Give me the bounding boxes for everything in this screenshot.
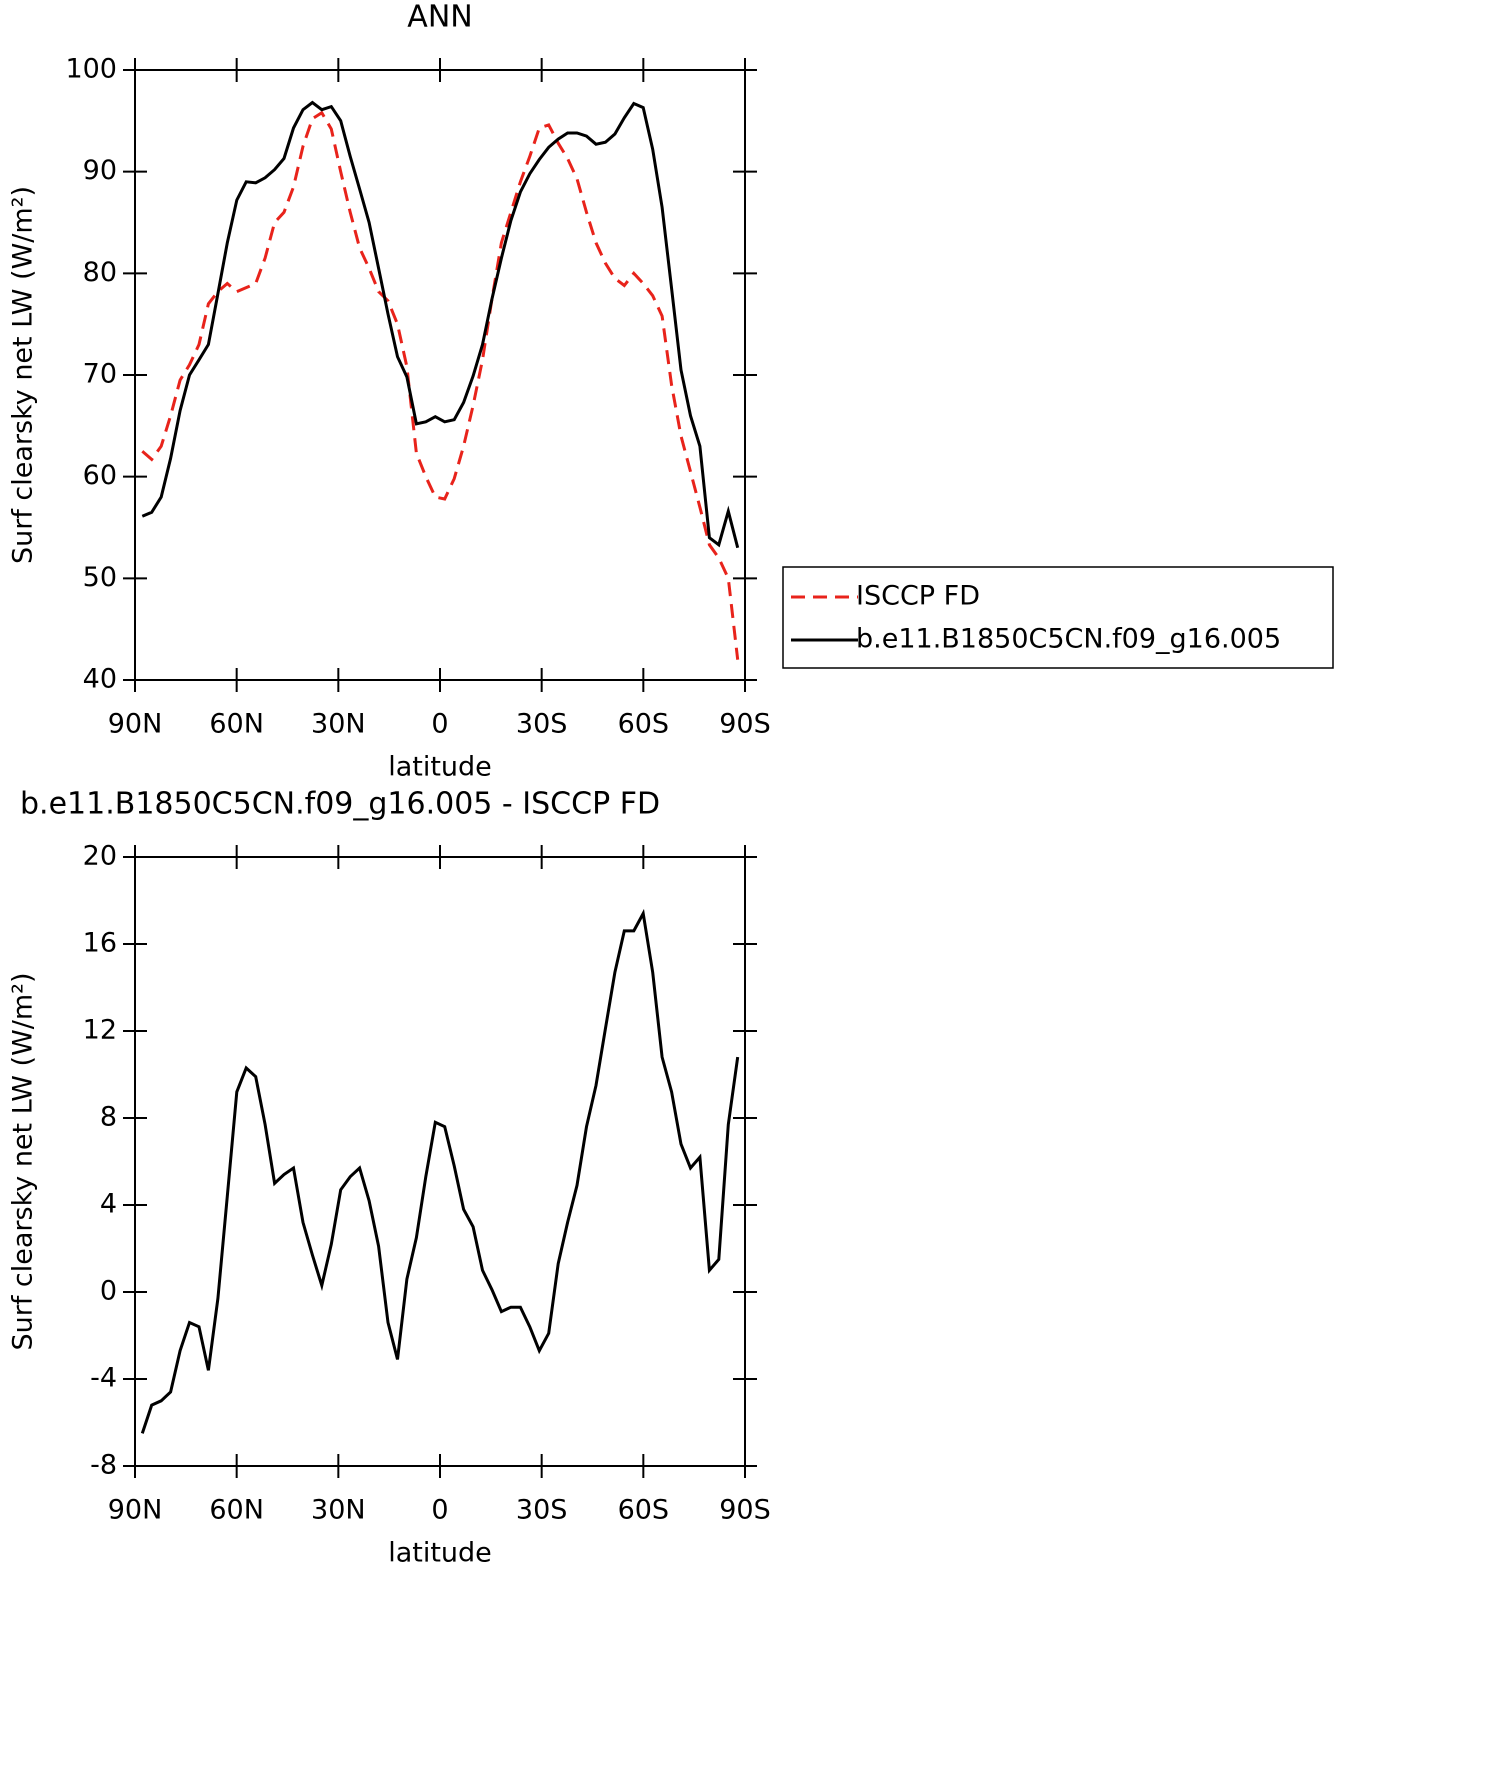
legend-label: b.e11.B1850C5CN.f09_g16.005: [856, 624, 1281, 655]
y-tick-label: 8: [100, 1102, 117, 1133]
x-tick-label: 60N: [209, 709, 264, 740]
x-tick-label: 90N: [108, 709, 163, 740]
y-tick-label: 80: [83, 257, 117, 288]
x-tick-label: 0: [431, 1495, 448, 1526]
data-line: [141, 100, 740, 549]
x-tick-label: 30N: [311, 1495, 366, 1526]
y-tick-label: 100: [65, 54, 117, 85]
y-tick-label: 70: [83, 359, 117, 390]
x-tick-label: 60S: [618, 1495, 670, 1526]
x-tick-label: 90S: [719, 709, 771, 740]
x-tick-label: 90N: [108, 1495, 163, 1526]
y-tick-label: 40: [83, 664, 117, 695]
y-tick-label: 20: [83, 841, 117, 872]
y-tick-label: 0: [100, 1276, 117, 1307]
x-axis-label: latitude: [388, 752, 492, 783]
y-tick-label: 4: [100, 1189, 117, 1220]
y-axis-label: Surf clearsky net LW (W/m²): [8, 186, 39, 564]
x-tick-label: 60N: [209, 1495, 264, 1526]
y-tick-label: -8: [90, 1450, 117, 1481]
x-tick-label: 30S: [516, 1495, 568, 1526]
x-axis-label: latitude: [388, 1538, 492, 1569]
y-axis-label: Surf clearsky net LW (W/m²): [8, 972, 39, 1350]
y-tick-label: 90: [83, 155, 117, 186]
chart-title: b.e11.B1850C5CN.f09_g16.005 - ISCCP FD: [20, 787, 660, 822]
x-tick-label: 90S: [719, 1495, 771, 1526]
legend-label: ISCCP FD: [856, 581, 980, 612]
y-tick-label: -4: [90, 1363, 117, 1394]
plot-frame: [134, 856, 746, 1467]
y-tick-label: 12: [83, 1015, 117, 1046]
x-tick-label: 0: [431, 709, 448, 740]
y-tick-label: 16: [83, 928, 117, 959]
chart-title: ANN: [407, 0, 472, 35]
legend-box: [782, 566, 1334, 669]
y-tick-label: 60: [83, 460, 117, 491]
x-tick-label: 30N: [311, 709, 366, 740]
data-line: [140, 908, 740, 1434]
x-tick-label: 60S: [618, 709, 670, 740]
y-tick-label: 50: [83, 562, 117, 593]
data-line: [141, 110, 740, 660]
x-tick-label: 30S: [516, 709, 568, 740]
